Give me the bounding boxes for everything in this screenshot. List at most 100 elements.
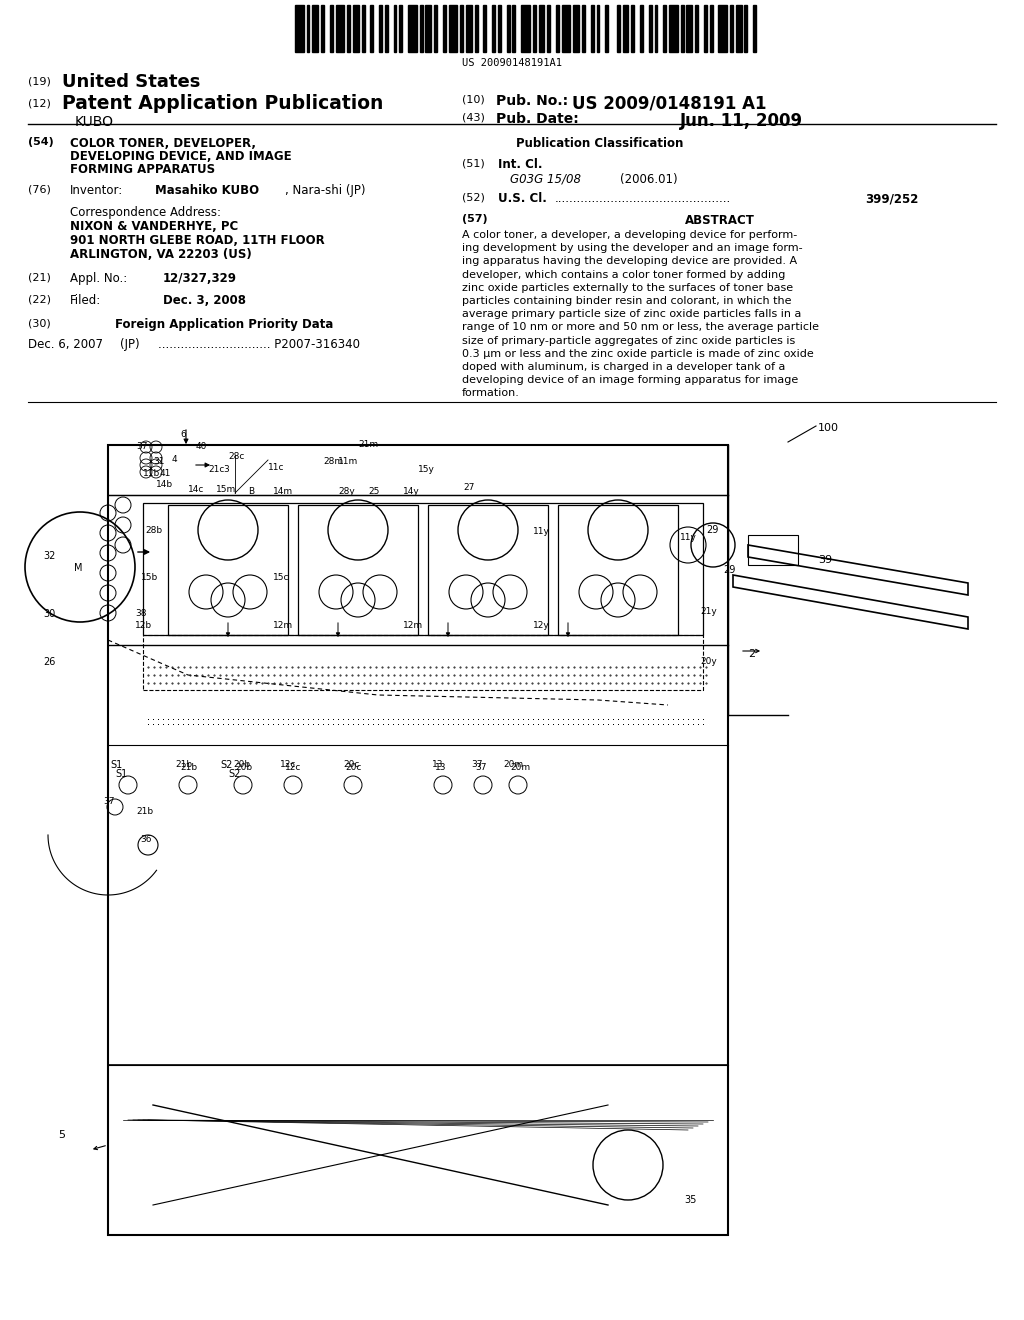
Bar — [336, 5, 344, 51]
Bar — [322, 5, 324, 51]
Text: Masahiko KUBO: Masahiko KUBO — [155, 183, 259, 197]
Text: 12c: 12c — [280, 760, 296, 770]
Bar — [730, 5, 733, 51]
Bar — [168, 506, 288, 635]
Text: 32: 32 — [43, 550, 55, 561]
Bar — [385, 5, 388, 51]
Bar — [143, 503, 703, 635]
Bar — [547, 5, 550, 51]
Text: 35: 35 — [684, 1195, 696, 1205]
Text: 14c: 14c — [188, 484, 205, 494]
Text: 11b: 11b — [143, 469, 160, 478]
Text: M: M — [74, 564, 83, 573]
Text: 100: 100 — [818, 422, 839, 433]
Text: 20m: 20m — [510, 763, 530, 772]
Text: (22): (22) — [28, 294, 51, 304]
Bar — [623, 5, 629, 51]
Bar — [420, 5, 423, 51]
Bar — [379, 5, 382, 51]
Text: 21y: 21y — [700, 607, 717, 616]
Bar — [744, 5, 748, 51]
Text: 12m: 12m — [403, 620, 423, 630]
Text: 901 NORTH GLEBE ROAD, 11TH FLOOR: 901 NORTH GLEBE ROAD, 11TH FLOOR — [70, 234, 325, 247]
Bar — [461, 5, 463, 51]
Text: Correspondence Address:: Correspondence Address: — [70, 206, 221, 219]
Bar — [616, 5, 620, 51]
Text: 13: 13 — [435, 763, 446, 772]
Bar — [597, 5, 599, 51]
Text: 15m: 15m — [216, 484, 237, 494]
Text: 15b: 15b — [141, 573, 159, 582]
Text: 13: 13 — [432, 760, 443, 770]
Text: (43): (43) — [462, 112, 485, 121]
Text: (52): (52) — [462, 191, 485, 202]
Text: DEVELOPING DEVICE, AND IMAGE: DEVELOPING DEVICE, AND IMAGE — [70, 150, 292, 162]
Bar — [475, 5, 478, 51]
Bar — [409, 5, 417, 51]
Text: 20c: 20c — [343, 760, 359, 770]
Bar — [512, 5, 515, 51]
Text: 14m: 14m — [273, 487, 293, 496]
Text: 12c: 12c — [285, 763, 301, 772]
Bar — [108, 445, 728, 1236]
Text: 14b: 14b — [156, 480, 173, 488]
Text: 30: 30 — [43, 609, 55, 619]
Text: ARLINGTON, VA 22203 (US): ARLINGTON, VA 22203 (US) — [70, 248, 252, 261]
Text: 12/327,329: 12/327,329 — [163, 272, 237, 285]
Text: 28m: 28m — [323, 457, 343, 466]
Text: 31: 31 — [153, 457, 165, 466]
Text: ing apparatus having the developing device are provided. A: ing apparatus having the developing devi… — [462, 256, 797, 267]
Bar — [306, 5, 309, 51]
Text: US 2009/0148191 A1: US 2009/0148191 A1 — [572, 94, 767, 112]
Text: 4: 4 — [172, 455, 177, 465]
Bar — [654, 5, 657, 51]
Text: Publication Classification: Publication Classification — [516, 137, 684, 150]
Bar — [493, 5, 495, 51]
Text: 28c: 28c — [228, 451, 245, 461]
Bar — [312, 5, 318, 51]
Text: KUBO: KUBO — [75, 115, 114, 129]
Text: 41: 41 — [160, 469, 171, 478]
Text: 11y: 11y — [680, 533, 697, 543]
Bar — [539, 5, 545, 51]
Text: A color toner, a developer, a developing device for perform-: A color toner, a developer, a developing… — [462, 230, 798, 240]
Text: 11c: 11c — [268, 463, 285, 473]
Text: average primary particle size of zinc oxide particles falls in a: average primary particle size of zinc ox… — [462, 309, 802, 319]
Bar — [649, 5, 651, 51]
Text: Pub. No.:: Pub. No.: — [496, 94, 568, 108]
Text: 12m: 12m — [273, 620, 293, 630]
Text: particles containing binder resin and colorant, in which the: particles containing binder resin and co… — [462, 296, 792, 306]
Bar — [532, 5, 536, 51]
Text: 37: 37 — [136, 442, 147, 451]
Text: Inventor:: Inventor: — [70, 183, 123, 197]
Text: Pub. Date:: Pub. Date: — [496, 112, 579, 125]
Text: 3: 3 — [223, 465, 228, 474]
Bar — [428, 506, 548, 635]
Text: ABSTRACT: ABSTRACT — [685, 214, 755, 227]
Bar — [353, 5, 358, 51]
Text: 20m: 20m — [503, 760, 523, 770]
Text: 26: 26 — [43, 657, 55, 667]
Text: S1: S1 — [110, 760, 122, 770]
Bar — [748, 535, 798, 565]
Bar — [736, 5, 741, 51]
Bar — [393, 5, 396, 51]
Bar — [521, 5, 529, 51]
Text: 29: 29 — [706, 525, 719, 535]
Bar — [562, 5, 570, 51]
Text: 39: 39 — [818, 554, 833, 565]
Bar — [483, 5, 486, 51]
Text: range of 10 nm or more and 50 nm or less, the average particle: range of 10 nm or more and 50 nm or less… — [462, 322, 819, 333]
Text: 12y: 12y — [534, 620, 550, 630]
Text: (10): (10) — [462, 94, 484, 104]
Text: 21b: 21b — [136, 807, 154, 816]
Text: Patent Application Publication: Patent Application Publication — [62, 94, 383, 114]
Text: developer, which contains a color toner formed by adding: developer, which contains a color toner … — [462, 269, 785, 280]
Bar — [669, 5, 678, 51]
Bar — [710, 5, 713, 51]
Bar — [449, 5, 458, 51]
Text: B: B — [248, 487, 254, 496]
Text: 6: 6 — [180, 430, 185, 440]
Text: 20y: 20y — [700, 657, 717, 667]
Text: S1: S1 — [115, 770, 127, 779]
